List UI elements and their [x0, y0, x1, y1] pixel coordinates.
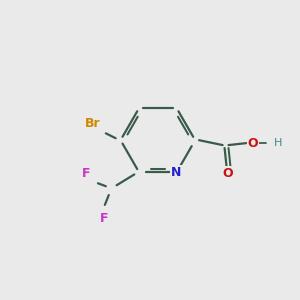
- Text: F: F: [100, 212, 108, 225]
- Text: O: O: [248, 136, 258, 150]
- Text: Br: Br: [85, 117, 101, 130]
- Text: O: O: [222, 167, 233, 180]
- Text: H: H: [273, 138, 282, 148]
- Text: N: N: [171, 166, 182, 179]
- Text: F: F: [82, 167, 91, 180]
